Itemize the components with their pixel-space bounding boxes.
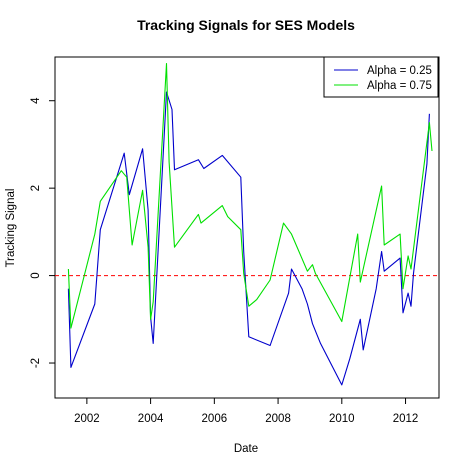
y-tick-label: -2 [30, 358, 42, 368]
x-tick-label: 2008 [265, 413, 291, 425]
x-axis-label: Date [234, 443, 258, 455]
y-axis-label: Tracking Signal [5, 189, 17, 268]
chart-title: Tracking Signals for SES Models [137, 17, 355, 33]
series-line-alpha-0-75 [67, 63, 433, 329]
y-tick-label: 0 [30, 272, 42, 278]
x-tick-label: 2012 [393, 413, 419, 425]
x-tick-label: 2010 [329, 413, 355, 425]
y-tick-label: 4 [30, 97, 42, 104]
x-tick-label: 2002 [74, 413, 100, 425]
series-line-alpha-0-25 [67, 91, 430, 386]
legend: Alpha = 0.25 Alpha = 0.75 [323, 56, 439, 98]
plot-area-frame [54, 56, 440, 399]
series-lines [67, 63, 433, 386]
x-tick-label: 2004 [138, 413, 164, 425]
x-tick-label: 2006 [202, 413, 228, 425]
legend-box [323, 56, 439, 98]
legend-label-alpha-0-25: Alpha = 0.25 [367, 65, 432, 77]
y-axis-ticks: -2 0 2 4 [30, 97, 55, 368]
x-axis-ticks: 2002 2004 2006 2008 2010 2012 [74, 398, 418, 425]
legend-label-alpha-0-75: Alpha = 0.75 [367, 80, 432, 92]
y-tick-label: 2 [30, 185, 42, 191]
